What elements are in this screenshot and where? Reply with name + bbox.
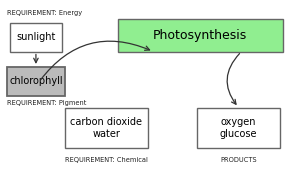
Text: carbon dioxide
water: carbon dioxide water: [71, 117, 142, 139]
FancyBboxPatch shape: [118, 19, 283, 52]
Text: REQUIREMENT: Energy: REQUIREMENT: Energy: [6, 10, 82, 16]
FancyBboxPatch shape: [65, 108, 148, 148]
FancyBboxPatch shape: [9, 23, 62, 52]
Text: REQUIREMENT: Pigment: REQUIREMENT: Pigment: [6, 100, 86, 106]
Text: PRODUCTS: PRODUCTS: [220, 157, 257, 163]
Text: sunlight: sunlight: [16, 32, 56, 42]
Text: chlorophyll: chlorophyll: [9, 76, 63, 86]
FancyBboxPatch shape: [6, 67, 65, 96]
Text: Photosynthesis: Photosynthesis: [153, 29, 248, 42]
Text: oxygen
glucose: oxygen glucose: [220, 117, 257, 139]
Text: REQUIREMENT: Chemical: REQUIREMENT: Chemical: [65, 157, 148, 163]
FancyBboxPatch shape: [197, 108, 280, 148]
